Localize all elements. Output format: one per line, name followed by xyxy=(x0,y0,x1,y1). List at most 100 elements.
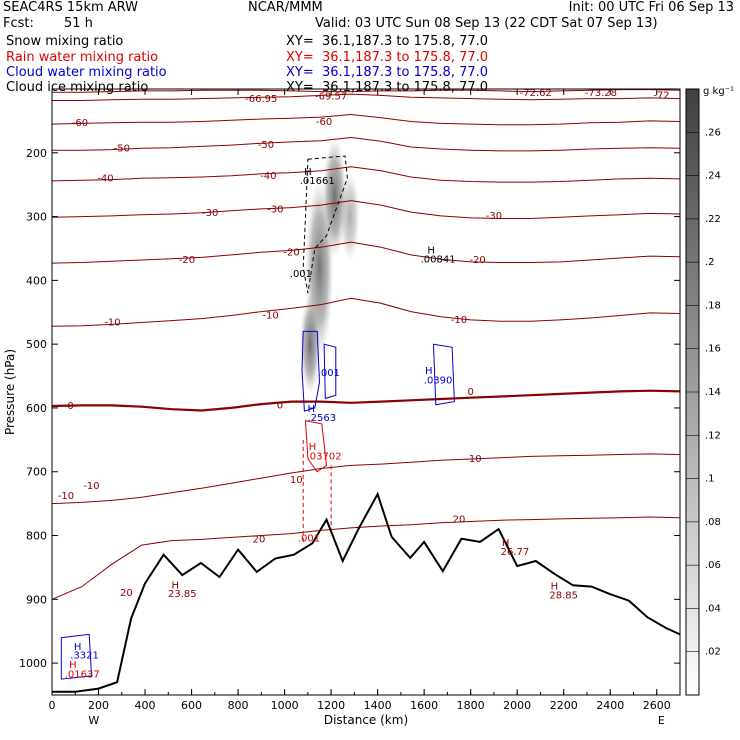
contour-label-37: .001 xyxy=(318,368,340,379)
isotherm-m10 xyxy=(51,297,681,327)
x-tick-label: 1000 xyxy=(271,699,299,712)
contour-label-11: -30 xyxy=(202,208,218,219)
org-label: NCAR/MMM xyxy=(248,0,323,15)
colorbar-tick-label: .06 xyxy=(705,560,721,571)
contour-label-35: H xyxy=(425,366,433,377)
y-tick-label: 300 xyxy=(26,211,47,224)
isotherm-10 xyxy=(51,453,681,505)
y-axis-label: Pressure (hPa) xyxy=(3,349,17,435)
colorbar-tick-label: .02 xyxy=(705,647,721,658)
x-tick-label: 1200 xyxy=(317,699,345,712)
contour-label-39: .2563 xyxy=(307,413,336,424)
contour-label-10: -40 xyxy=(260,171,276,182)
hydrometeor-contour-layer xyxy=(60,155,455,680)
cloud-water-contour-west xyxy=(60,633,93,680)
contour-label-14: -20 xyxy=(179,255,195,266)
contour-label-24: -10 xyxy=(83,481,99,492)
contour-label-18: -10 xyxy=(262,311,278,322)
contour-label-44: 23.85 xyxy=(168,589,197,600)
init-time: Init: 00 UTC Fri 06 Sep 13 xyxy=(568,0,734,15)
contour-label-42: .001 xyxy=(298,534,320,545)
x-tick-label: 600 xyxy=(181,699,202,712)
contour-label-16: -20 xyxy=(469,255,485,266)
colorbar-units: g kg⁻¹ xyxy=(703,86,734,97)
x-tick-label: 2600 xyxy=(643,699,671,712)
contour-label-26: 10 xyxy=(469,454,482,465)
contour-label-22: 0 xyxy=(468,387,474,398)
x-axis-label: Distance (km) xyxy=(324,713,408,727)
rain-contour-main xyxy=(304,420,328,473)
contour-label-28: 20 xyxy=(453,515,466,526)
colorbar-tick-label: .16 xyxy=(705,344,721,355)
cloud-ice-contour xyxy=(302,155,348,294)
colorbar-tick-label: .14 xyxy=(705,387,721,398)
field-name-snow: Snow mixing ratio xyxy=(6,34,124,49)
contour-label-27: 20 xyxy=(253,534,266,545)
contour-label-21: 0 xyxy=(277,400,283,411)
colorbar-tick-label: .22 xyxy=(705,214,721,225)
colorbar-tick-label: .2 xyxy=(705,257,715,268)
isotherm-m30 xyxy=(51,200,681,219)
contour-label-8: -50 xyxy=(258,140,274,151)
contour-label-31: .01661 xyxy=(300,176,335,187)
x-tick-label: 1400 xyxy=(364,699,392,712)
isotherm-m50 xyxy=(52,136,681,152)
terrain-line xyxy=(52,491,681,693)
forecast-label: Fcst: xyxy=(3,16,34,31)
plot-frame xyxy=(51,88,681,696)
isotherm-0 xyxy=(51,389,681,412)
contour-label-6: -60 xyxy=(316,117,332,128)
contour-label-51: H xyxy=(69,660,77,671)
x-tick-label: 1600 xyxy=(410,699,438,712)
colorbar-tick-label: .24 xyxy=(705,171,721,182)
contour-label-2: -72.62 xyxy=(520,88,552,99)
contour-label-15: -20 xyxy=(283,247,299,258)
snow-shade-blob-2 xyxy=(300,294,321,395)
x-tick-label: 2200 xyxy=(550,699,578,712)
contour-label-9: -40 xyxy=(97,173,113,184)
contour-label-34: .00841 xyxy=(421,254,456,265)
contour-label-19: -10 xyxy=(451,315,467,326)
isotherm-m60 xyxy=(51,113,681,126)
contour-label-13: -30 xyxy=(486,211,502,222)
valid-time: Valid: 03 UTC Sun 08 Sep 13 (22 CDT Sat … xyxy=(315,16,658,31)
isotherm-layer xyxy=(51,89,681,600)
contour-label-33: H xyxy=(427,245,435,256)
isotherm-m66 xyxy=(52,93,681,101)
field-xy-cloud-water: XY= 36.1,187.3 to 175.8, 77.0 xyxy=(286,65,489,80)
contour-label-17: -10 xyxy=(104,318,120,329)
isotherm-m72 xyxy=(52,89,681,93)
contour-label-32: .001 xyxy=(290,269,312,280)
contour-label-5: -60 xyxy=(72,118,88,129)
contour-label-45: H xyxy=(502,538,510,549)
x-tick-label: 800 xyxy=(228,699,249,712)
isotherm-m20 xyxy=(51,241,681,264)
contour-label-30: H xyxy=(304,167,312,178)
contour-label-36: .0390 xyxy=(424,376,453,387)
terrain-layer xyxy=(52,491,681,693)
contour-label-7: -50 xyxy=(114,143,130,154)
contour-label-41: .03702 xyxy=(307,451,342,462)
cloud-water-contour-aux xyxy=(323,343,337,400)
contour-label-43: H xyxy=(172,580,180,591)
east-end-label: E xyxy=(658,714,665,727)
colorbar-tick-label: .1 xyxy=(705,474,715,485)
colorbar-tick-label: .26 xyxy=(705,127,721,138)
contour-label-29: 20 xyxy=(120,588,133,599)
contour-label-49: H xyxy=(74,642,82,653)
model-title: SEAC4RS 15km ARW xyxy=(3,0,139,15)
field-xy-snow: XY= 36.1,187.3 to 175.8, 77.0 xyxy=(286,34,489,49)
x-tick-label: 2000 xyxy=(503,699,531,712)
contour-label-50: .3321 xyxy=(70,651,99,662)
snow-shade-blob-3 xyxy=(339,171,360,262)
colorbar-tick-label: .08 xyxy=(705,517,721,528)
contour-label-3: -66.95 xyxy=(245,94,277,105)
field-xy-rain: XY= 36.1,187.3 to 175.8, 77.0 xyxy=(286,50,489,65)
contour-label-4: -69.57 xyxy=(315,92,347,103)
contour-label-23: -10 xyxy=(58,491,74,502)
y-tick-label: 900 xyxy=(26,593,47,606)
contour-label-40: H xyxy=(309,442,317,453)
colorbar-tick-label: .04 xyxy=(705,603,721,614)
contour-label-20: 0 xyxy=(67,401,73,412)
